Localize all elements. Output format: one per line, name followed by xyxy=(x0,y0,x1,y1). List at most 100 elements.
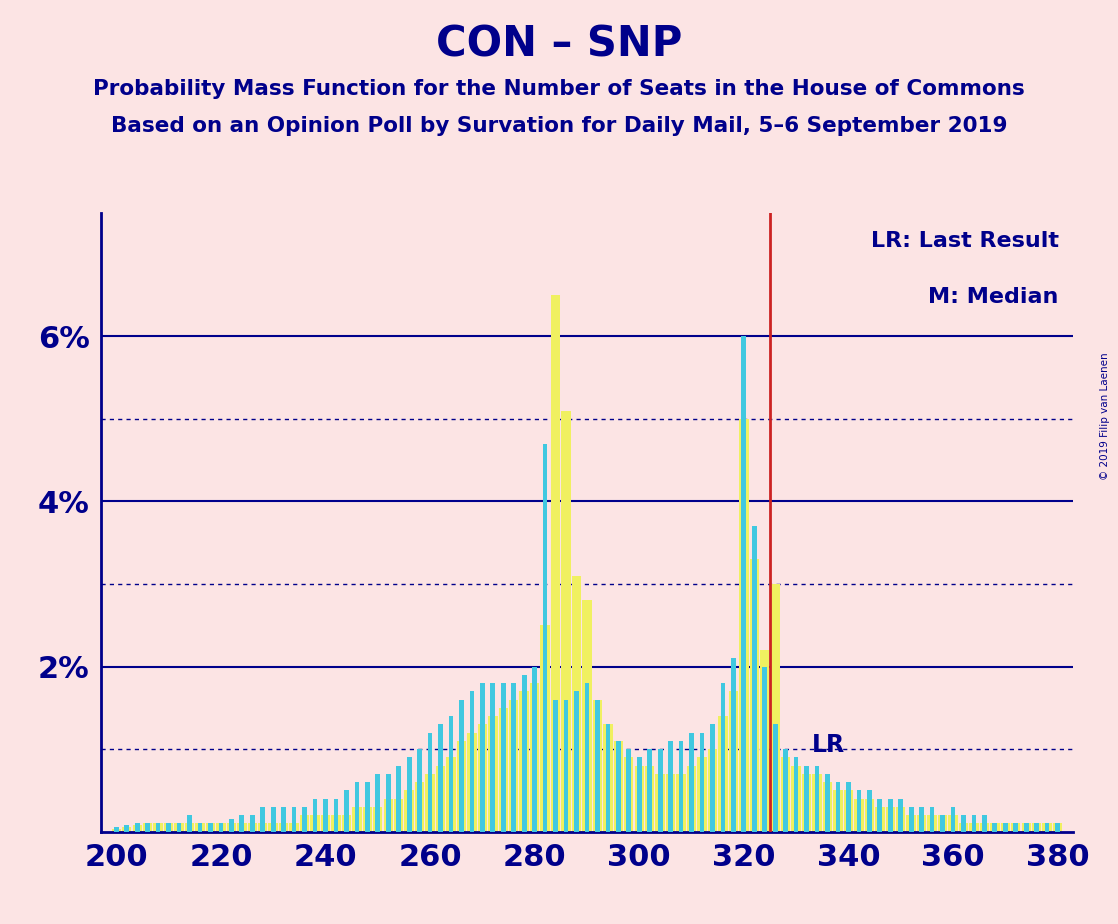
Bar xyxy=(268,823,278,832)
Bar xyxy=(321,815,330,832)
Text: LR: LR xyxy=(812,733,845,757)
Bar xyxy=(122,828,132,832)
Bar xyxy=(624,758,634,832)
Bar xyxy=(991,823,999,832)
Bar xyxy=(258,823,267,832)
Bar xyxy=(835,782,841,832)
Bar xyxy=(689,733,694,832)
Text: M: Median: M: Median xyxy=(928,286,1059,307)
Bar xyxy=(626,749,632,832)
Bar xyxy=(174,823,183,832)
Bar xyxy=(575,691,579,832)
Bar xyxy=(781,758,790,832)
Bar xyxy=(614,741,623,832)
Bar xyxy=(477,724,487,832)
Bar xyxy=(208,823,212,832)
Bar xyxy=(501,683,505,832)
Bar xyxy=(143,823,152,832)
Bar xyxy=(885,807,896,832)
Bar xyxy=(721,683,726,832)
Bar xyxy=(1024,823,1029,832)
Bar xyxy=(1001,823,1010,832)
Bar xyxy=(635,766,644,832)
Text: Probability Mass Function for the Number of Seats in the House of Commons: Probability Mass Function for the Number… xyxy=(93,79,1025,99)
Bar xyxy=(582,601,591,832)
Bar xyxy=(362,807,372,832)
Bar xyxy=(561,410,571,832)
Bar xyxy=(196,823,205,832)
Bar xyxy=(979,823,989,832)
Bar xyxy=(491,683,495,832)
Text: LR: Last Result: LR: Last Result xyxy=(871,231,1059,251)
Bar xyxy=(218,823,224,832)
Bar xyxy=(470,691,474,832)
Bar xyxy=(679,741,683,832)
Bar xyxy=(813,773,822,832)
Bar xyxy=(282,807,286,832)
Bar xyxy=(815,766,819,832)
Bar xyxy=(352,807,361,832)
Bar xyxy=(1034,823,1039,832)
Bar xyxy=(206,823,215,832)
Bar xyxy=(448,716,453,832)
Bar xyxy=(1003,823,1007,832)
Bar xyxy=(657,749,663,832)
Bar xyxy=(959,823,968,832)
Bar xyxy=(752,526,757,832)
Bar xyxy=(637,758,642,832)
Bar xyxy=(647,749,652,832)
Bar xyxy=(1032,823,1041,832)
Bar xyxy=(155,823,161,832)
Bar xyxy=(708,749,717,832)
Bar xyxy=(710,724,714,832)
Bar xyxy=(823,782,832,832)
Bar xyxy=(864,798,874,832)
Bar xyxy=(311,815,320,832)
Bar xyxy=(397,766,401,832)
Bar xyxy=(972,815,976,832)
Bar xyxy=(854,798,863,832)
Bar xyxy=(856,790,861,832)
Bar xyxy=(961,815,966,832)
Bar xyxy=(655,773,665,832)
Bar xyxy=(417,749,421,832)
Bar xyxy=(1011,823,1021,832)
Bar xyxy=(1013,823,1018,832)
Bar xyxy=(135,823,140,832)
Bar xyxy=(794,758,798,832)
Bar xyxy=(551,295,560,832)
Bar xyxy=(760,650,769,832)
Bar xyxy=(522,675,527,832)
Bar xyxy=(878,798,882,832)
Bar xyxy=(802,773,812,832)
Bar xyxy=(344,790,349,832)
Bar xyxy=(982,815,987,832)
Bar xyxy=(604,724,613,832)
Bar xyxy=(825,773,830,832)
Bar xyxy=(509,699,519,832)
Bar xyxy=(686,766,697,832)
Bar xyxy=(428,733,433,832)
Bar xyxy=(940,815,945,832)
Bar xyxy=(114,828,119,832)
Bar xyxy=(844,790,853,832)
Bar xyxy=(383,798,392,832)
Bar xyxy=(993,823,997,832)
Bar xyxy=(919,807,923,832)
Bar xyxy=(271,807,275,832)
Text: CON – SNP: CON – SNP xyxy=(436,23,682,65)
Bar xyxy=(938,815,947,832)
Bar xyxy=(436,766,445,832)
Bar xyxy=(124,825,129,832)
Bar xyxy=(184,823,195,832)
Bar xyxy=(112,829,121,832)
Bar xyxy=(247,823,257,832)
Bar xyxy=(153,823,163,832)
Bar xyxy=(563,699,568,832)
Bar xyxy=(354,782,359,832)
Bar xyxy=(239,815,244,832)
Bar xyxy=(718,716,728,832)
Bar xyxy=(405,790,414,832)
Bar xyxy=(438,724,443,832)
Bar xyxy=(571,576,581,832)
